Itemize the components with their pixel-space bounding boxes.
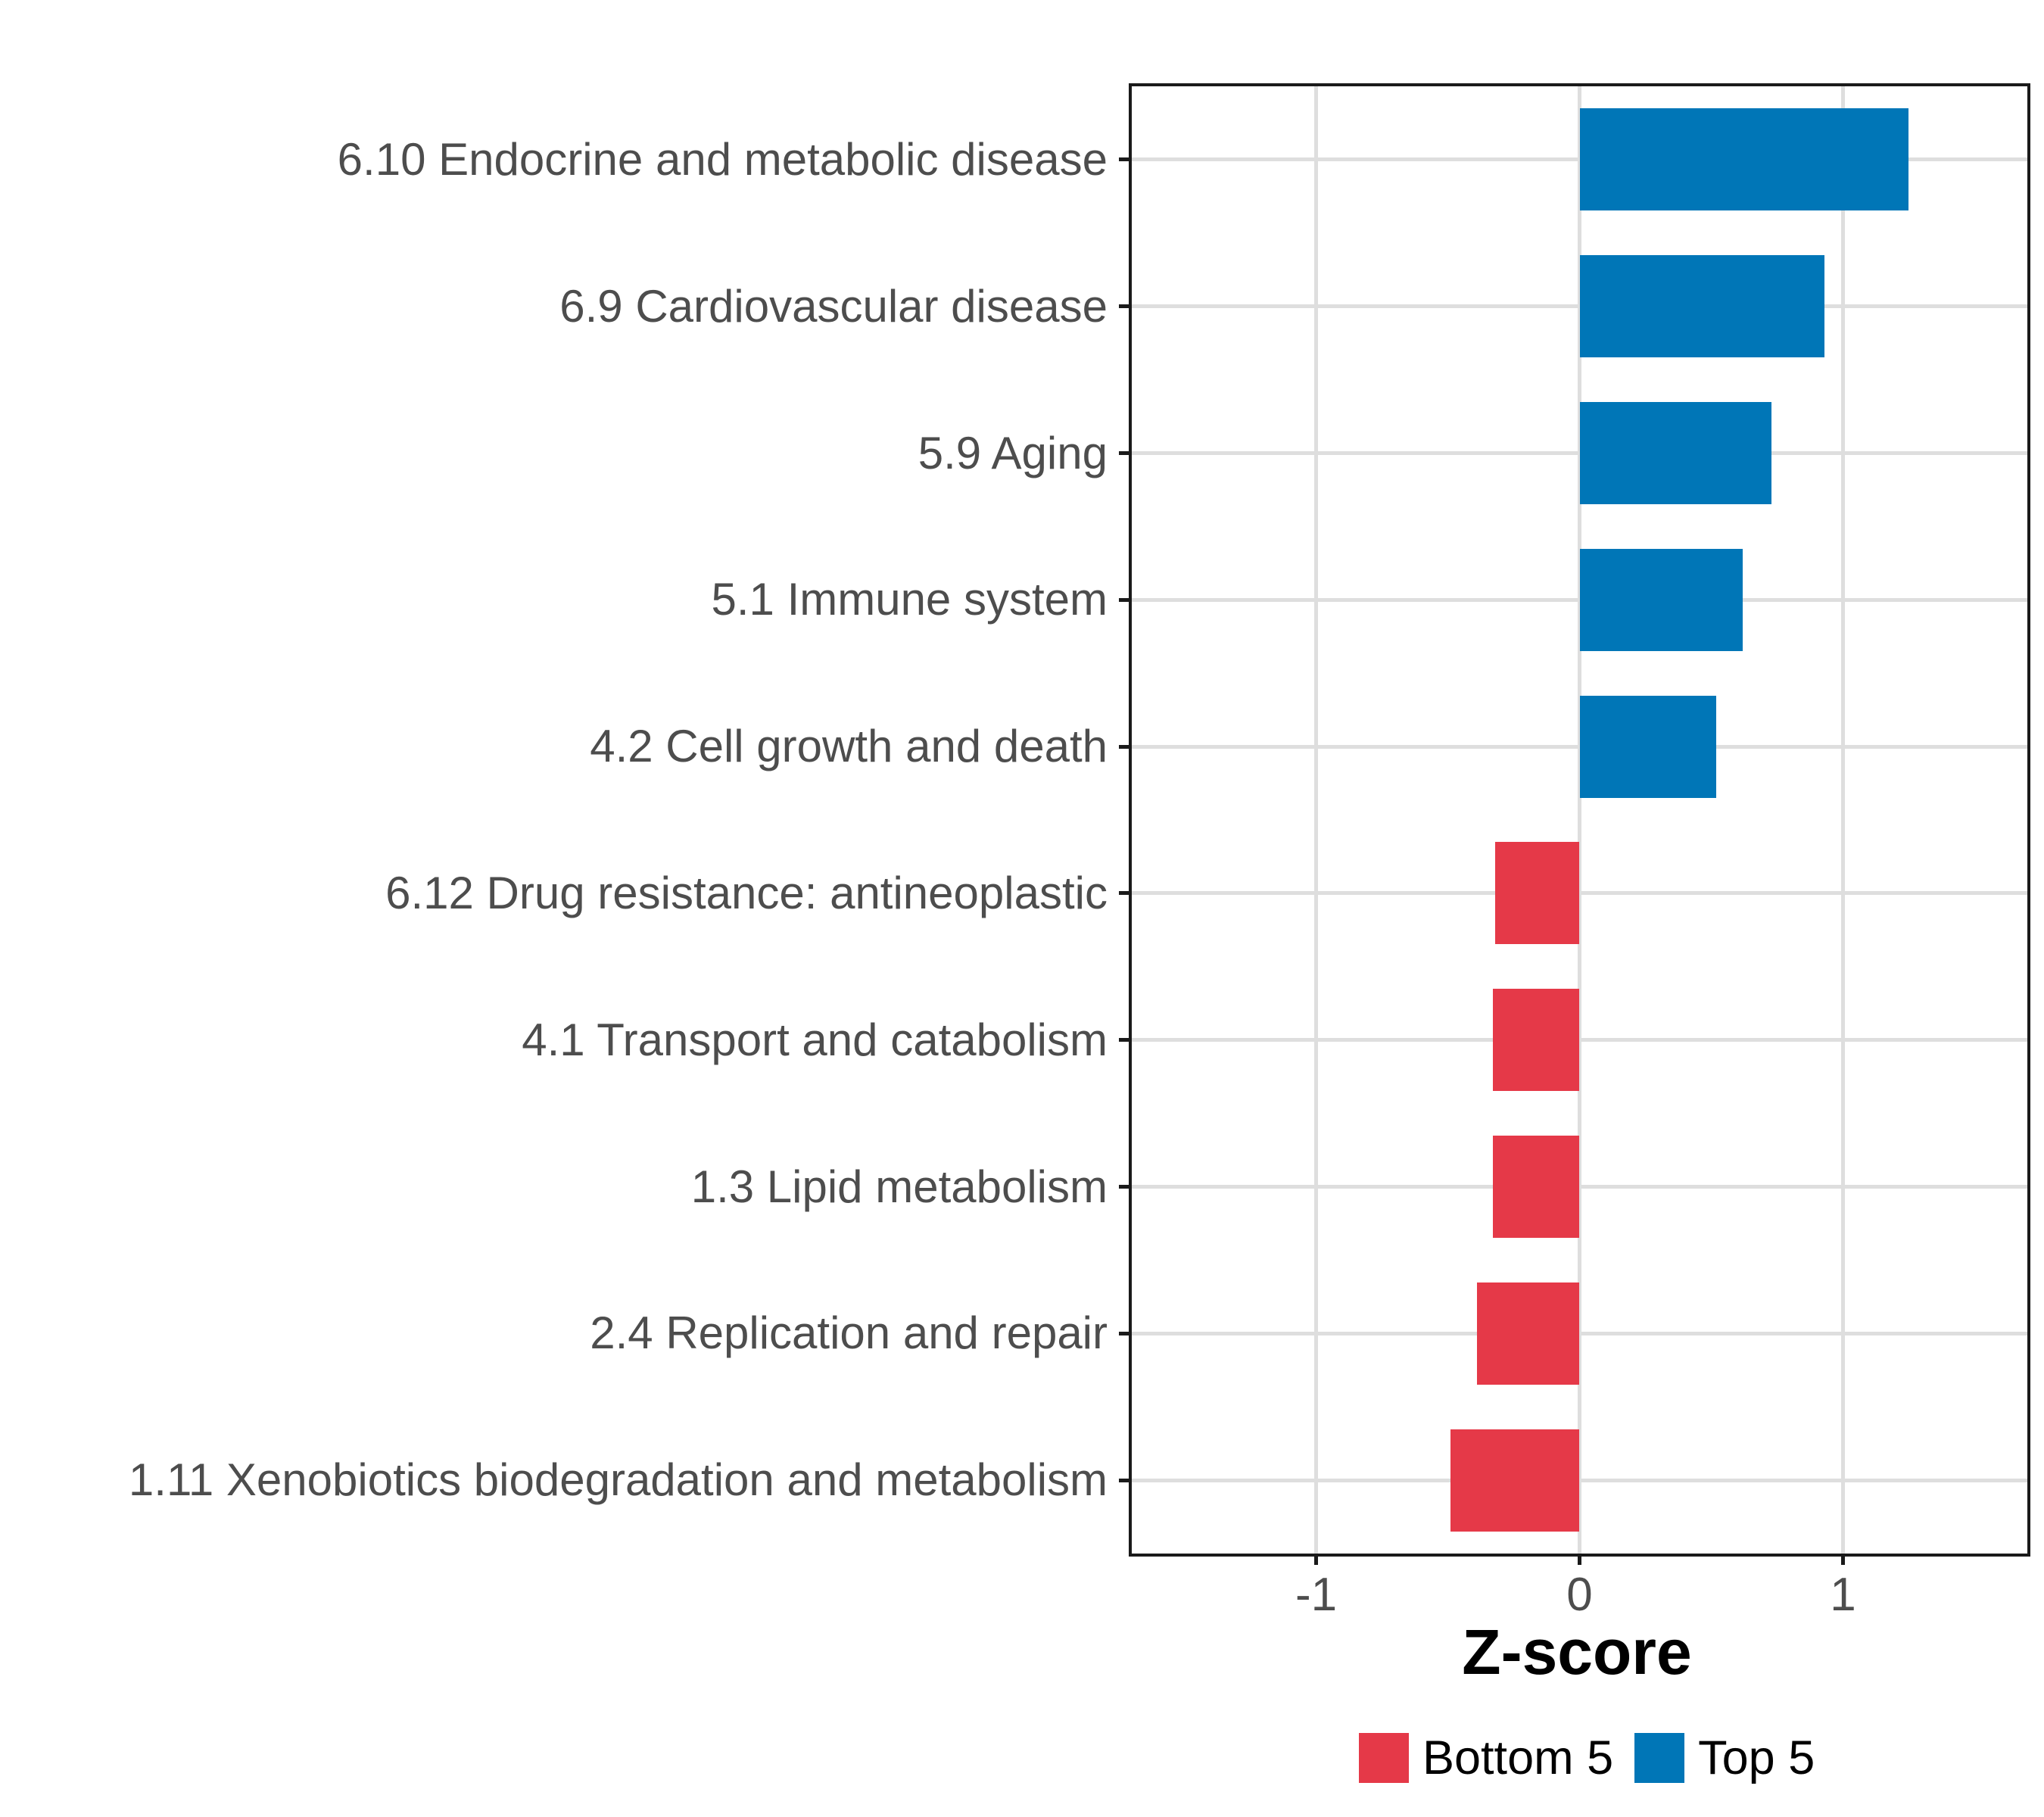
y-axis-category-label: 6.9 Cardiovascular disease [559, 280, 1108, 332]
y-axis-category-label: 2.4 Replication and repair [590, 1307, 1108, 1359]
legend-entry: Top 5 [1634, 1731, 1836, 1784]
legend-color-swatch [1634, 1733, 1685, 1783]
y-tick-mark [1119, 597, 1129, 602]
legend-label: Bottom 5 [1422, 1731, 1614, 1784]
x-tick-mark [1578, 1555, 1581, 1565]
y-tick-mark [1119, 744, 1129, 749]
y-tick-mark [1119, 304, 1129, 309]
x-axis-title: Z-score [1462, 1616, 1692, 1688]
x-tick-label: 1 [1830, 1569, 1856, 1621]
x-tick-mark [1840, 1555, 1845, 1565]
x-tick-label: 0 [1566, 1569, 1593, 1621]
y-axis-category-label: 5.9 Aging [918, 427, 1108, 478]
y-gridline [1132, 1331, 2027, 1335]
bar [1579, 548, 1743, 651]
y-axis-category-label: 6.12 Drug resistance: antineoplastic [385, 867, 1108, 918]
x-gridline [1314, 86, 1319, 1554]
y-gridline [1132, 891, 2027, 896]
bar [1450, 1429, 1580, 1532]
y-axis-category-label: 1.3 Lipid metabolism [690, 1161, 1108, 1212]
plot-panel [1129, 83, 2030, 1557]
y-tick-mark [1119, 1038, 1129, 1043]
x-gridline [1578, 86, 1581, 1554]
legend-color-swatch [1359, 1733, 1409, 1783]
y-axis-category-label: 4.2 Cell growth and death [590, 721, 1108, 772]
bar [1476, 1282, 1580, 1385]
bar [1495, 842, 1580, 945]
y-axis-category-label: 1.11 Xenobiotics biodegradation and meta… [128, 1454, 1108, 1506]
y-gridline [1132, 1478, 2027, 1482]
bar [1492, 989, 1580, 1092]
y-axis-category-label: 5.1 Immune system [711, 574, 1108, 625]
bar [1579, 108, 1909, 211]
legend-entry: Bottom 5 [1359, 1731, 1634, 1784]
legend: Bottom 5 Top 5 [1359, 1728, 1836, 1788]
y-tick-mark [1119, 1478, 1129, 1482]
x-tick-label: -1 [1295, 1569, 1338, 1621]
bar [1492, 1136, 1580, 1238]
x-tick-mark [1314, 1555, 1319, 1565]
bar [1579, 695, 1717, 798]
y-tick-mark [1119, 891, 1129, 896]
bar [1579, 255, 1825, 358]
y-gridline [1132, 1038, 2027, 1043]
y-axis-category-label: 6.10 Endocrine and metabolic disease [337, 133, 1108, 185]
y-gridline [1132, 1185, 2027, 1189]
y-tick-mark [1119, 451, 1129, 455]
y-tick-mark [1119, 157, 1129, 162]
y-tick-mark [1119, 1185, 1129, 1189]
legend-label: Top 5 [1698, 1731, 1815, 1784]
y-axis-category-label: 4.1 Transport and catabolism [522, 1014, 1108, 1065]
y-tick-mark [1119, 1331, 1129, 1335]
bar [1579, 402, 1772, 504]
x-gridline [1840, 86, 1845, 1554]
